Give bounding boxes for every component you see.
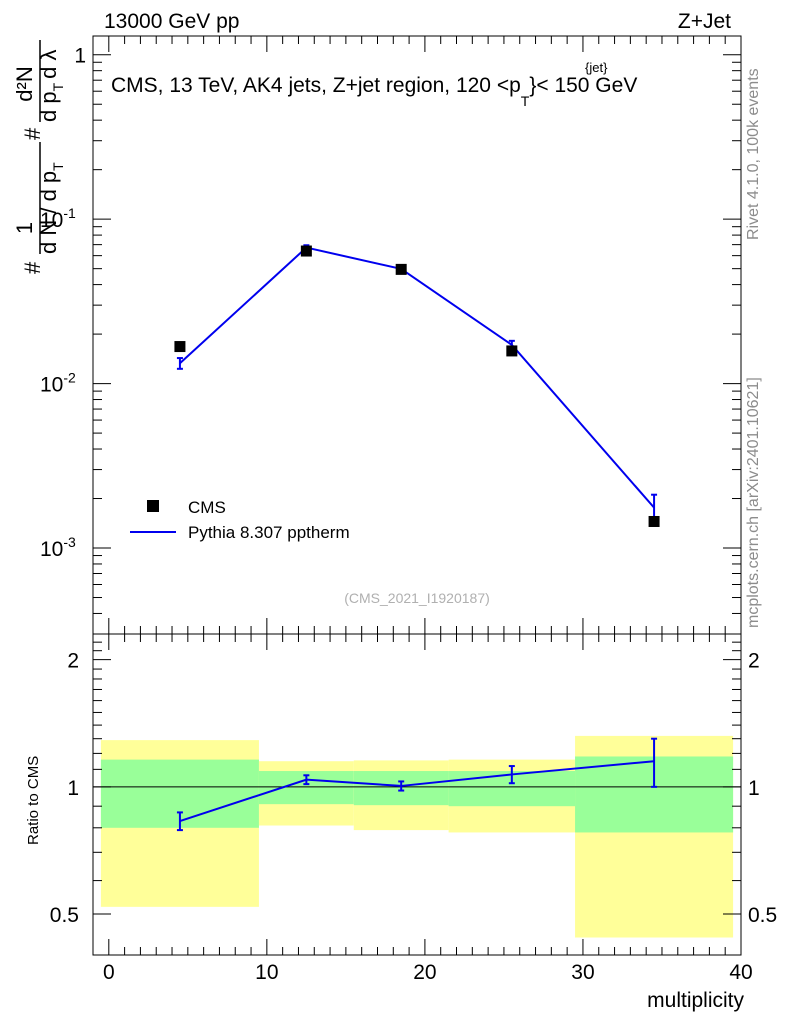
pythia-line [179, 246, 655, 509]
ratio-data-layer [176, 737, 658, 832]
ratio-bands [93, 735, 741, 938]
cms-data-point [506, 345, 518, 357]
beam-label: 13000 GeV pp [104, 10, 239, 33]
svg-text:1: 1 [12, 222, 37, 234]
legend-marker-cms [147, 500, 159, 512]
source-info: mcplots.cern.ch [arXiv:2401.10621] [745, 377, 762, 628]
svg-text:#: # [20, 261, 45, 274]
main-axis-ticks: 10-3 10-2 10-1 1 [40, 36, 742, 635]
svg-text:#: # [20, 127, 45, 140]
y-tick-label-ratio-right: 1 [748, 777, 760, 800]
x-tick-label: 30 [571, 961, 594, 984]
legend-label-cms: CMS [188, 498, 226, 517]
ratio-axis-ticks: 0 10 20 30 40 0.5 0.5 1 1 2 2 [50, 633, 777, 984]
cms-data-point [648, 515, 660, 527]
x-tick-label: 20 [413, 961, 436, 984]
x-tick-label: 10 [255, 961, 278, 984]
process-label: Z+Jet [678, 10, 731, 33]
cms-data-point [395, 263, 407, 275]
y-axis-label: # 1 d N / d pT # d²N d pTd λ [12, 40, 66, 274]
y-tick-label-ratio-right: 2 [748, 650, 760, 673]
ratio-y-label: Ratio to CMS [25, 756, 42, 845]
plot-title: CMS, 13 TeV, AK4 jets, Z+jet region, 120… [111, 74, 637, 109]
legend-label-pythia: Pythia 8.307 pptherm [188, 523, 350, 542]
x-axis-label: multiplicity [647, 989, 744, 1012]
svg-text:d pTd λ: d pTd λ [36, 49, 66, 122]
ratio-frame [92, 633, 742, 956]
y-tick-label-main: 10-3 [40, 534, 76, 561]
y-tick-label-ratio: 0.5 [50, 904, 79, 927]
y-tick-label-ratio: 1 [67, 777, 79, 800]
y-tick-label-ratio: 2 [67, 650, 79, 673]
y-tick-label-main: 10-1 [40, 205, 76, 232]
svg-text:d²N: d²N [12, 66, 37, 101]
cms-data-point [300, 245, 312, 257]
analysis-id: (CMS_2021_I1920187) [344, 590, 490, 606]
y-tick-label-main: 1 [74, 45, 86, 68]
legend: CMS Pythia 8.307 pptherm [130, 498, 350, 542]
plot-title-superscript: {jet} [585, 60, 608, 75]
main-frame [92, 35, 742, 635]
cms-data-point [174, 341, 186, 353]
x-tick-label: 40 [729, 961, 752, 984]
x-tick-label: 0 [103, 961, 115, 984]
svg-text:d N / d pT: d N / d pT [36, 162, 66, 254]
generator-info: Rivet 4.1.0, 100k events [745, 68, 762, 240]
y-tick-label-ratio-right: 0.5 [748, 904, 777, 927]
y-tick-label-main: 10-2 [40, 370, 76, 397]
main-data-layer [174, 244, 660, 527]
